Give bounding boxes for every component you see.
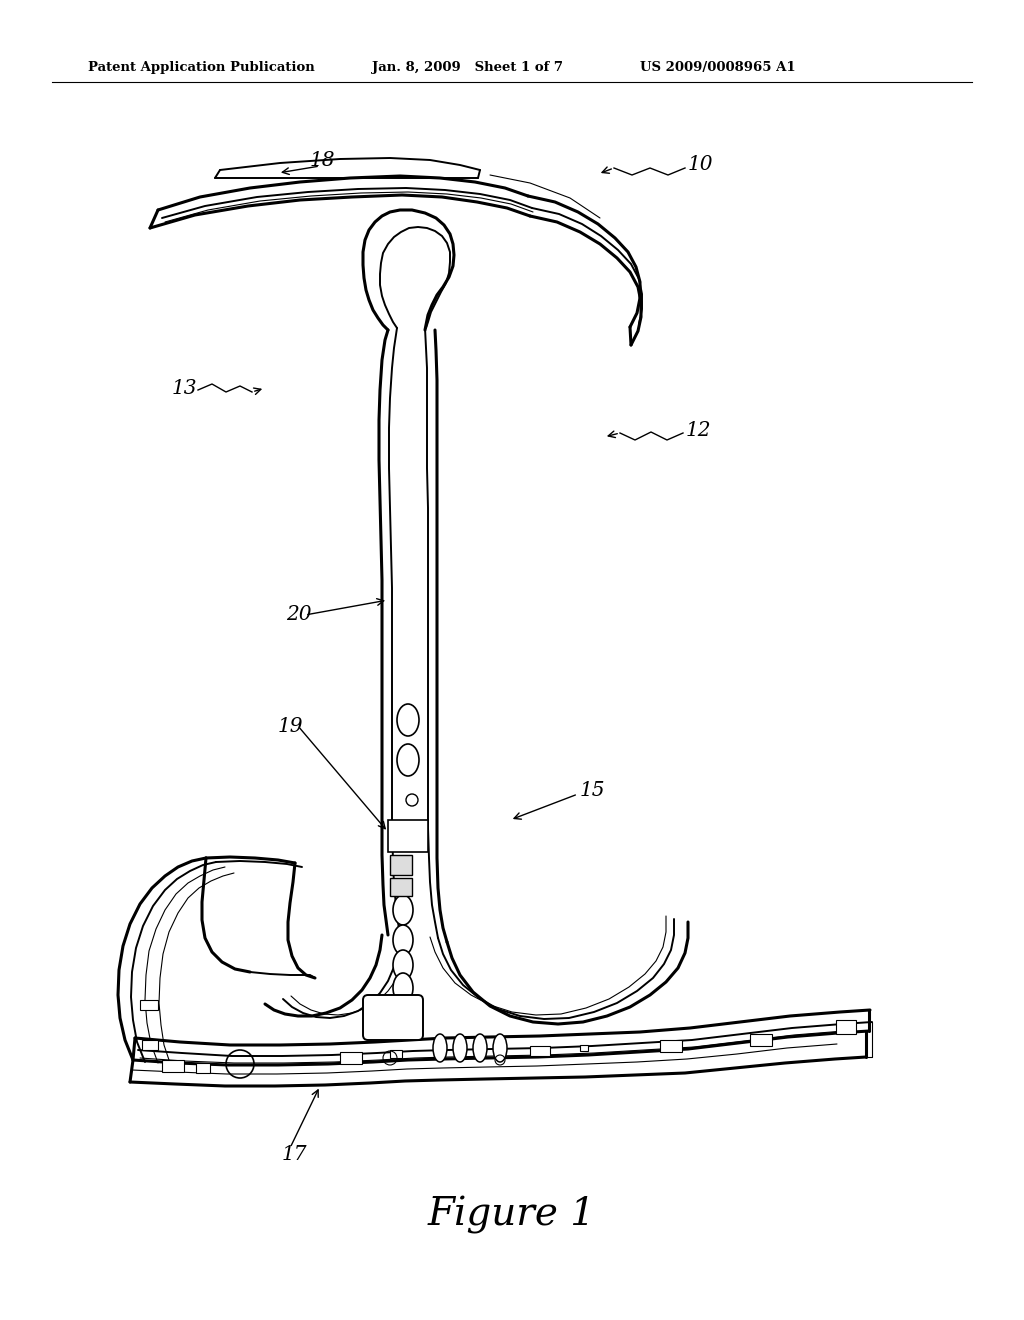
Bar (196, 1063, 210, 1073)
Ellipse shape (473, 1034, 487, 1063)
Text: 15: 15 (580, 780, 605, 800)
Ellipse shape (393, 895, 413, 925)
Bar (836, 1020, 856, 1034)
Bar (530, 1045, 550, 1056)
Ellipse shape (433, 1034, 447, 1063)
Text: US 2009/0008965 A1: US 2009/0008965 A1 (640, 61, 796, 74)
Text: 18: 18 (310, 152, 336, 170)
Ellipse shape (397, 704, 419, 737)
Ellipse shape (393, 950, 413, 979)
Bar (340, 1052, 362, 1064)
FancyBboxPatch shape (362, 995, 423, 1040)
Ellipse shape (393, 925, 413, 954)
Text: Patent Application Publication: Patent Application Publication (88, 61, 314, 74)
Bar (390, 878, 412, 896)
Ellipse shape (397, 744, 419, 776)
Bar (750, 1034, 772, 1045)
Text: Figure 1: Figure 1 (428, 1196, 596, 1234)
Bar (580, 1045, 588, 1051)
Bar (142, 1040, 158, 1049)
Text: 13: 13 (172, 379, 198, 397)
Text: Jan. 8, 2009   Sheet 1 of 7: Jan. 8, 2009 Sheet 1 of 7 (372, 61, 563, 74)
Ellipse shape (493, 1034, 507, 1063)
Text: 10: 10 (688, 154, 714, 173)
Bar (162, 1060, 184, 1072)
Ellipse shape (393, 973, 413, 1003)
Text: 12: 12 (686, 421, 712, 440)
Text: 17: 17 (282, 1146, 307, 1164)
Text: 20: 20 (286, 606, 311, 624)
Ellipse shape (453, 1034, 467, 1063)
Text: 19: 19 (278, 717, 303, 735)
Bar (388, 820, 428, 851)
Bar (660, 1040, 682, 1052)
Bar (390, 855, 412, 875)
Bar (390, 1049, 402, 1059)
Bar (140, 1001, 158, 1010)
